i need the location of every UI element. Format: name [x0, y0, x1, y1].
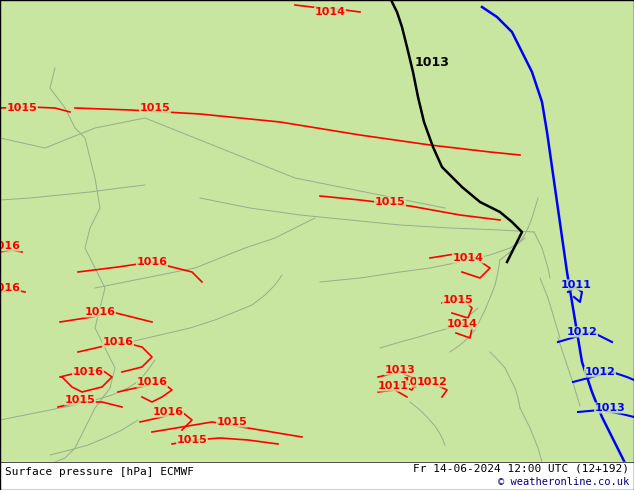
Text: 1016: 1016	[0, 283, 20, 293]
Text: 1015: 1015	[139, 103, 171, 113]
Text: 1015: 1015	[65, 395, 95, 405]
Bar	[0, 462, 634, 490]
Text: 1015: 1015	[443, 295, 474, 305]
Text: 1012: 1012	[567, 327, 597, 337]
Text: 1014: 1014	[446, 319, 477, 329]
Text: 1014: 1014	[314, 7, 346, 17]
Text: 1016: 1016	[0, 241, 20, 251]
Text: 1013: 1013	[595, 403, 625, 413]
Text: 1016: 1016	[72, 367, 103, 377]
Text: 1015: 1015	[177, 435, 207, 445]
Text: Fr 14-06-2024 12:00 UTC (12+192): Fr 14-06-2024 12:00 UTC (12+192)	[413, 463, 629, 473]
Text: 1013: 1013	[415, 55, 450, 69]
Text: 1011: 1011	[378, 381, 408, 391]
Text: 1016: 1016	[84, 307, 115, 317]
Text: 1013: 1013	[385, 365, 415, 375]
Text: 1012: 1012	[417, 377, 448, 387]
Text: Surface pressure [hPa] ECMWF: Surface pressure [hPa] ECMWF	[5, 467, 194, 477]
Text: 1015: 1015	[375, 197, 405, 207]
Text: 1015: 1015	[6, 103, 37, 113]
Text: 1016: 1016	[136, 377, 167, 387]
Text: 1012: 1012	[585, 367, 616, 377]
Text: 1016: 1016	[103, 337, 134, 347]
Text: 1016: 1016	[136, 257, 167, 267]
Text: 1015: 1015	[217, 417, 247, 427]
Text: © weatheronline.co.uk: © weatheronline.co.uk	[498, 477, 629, 487]
Text: 1014: 1014	[453, 253, 484, 263]
Text: 1016: 1016	[153, 407, 183, 417]
Text: 1013: 1013	[403, 377, 434, 387]
Text: 1011: 1011	[560, 280, 592, 290]
